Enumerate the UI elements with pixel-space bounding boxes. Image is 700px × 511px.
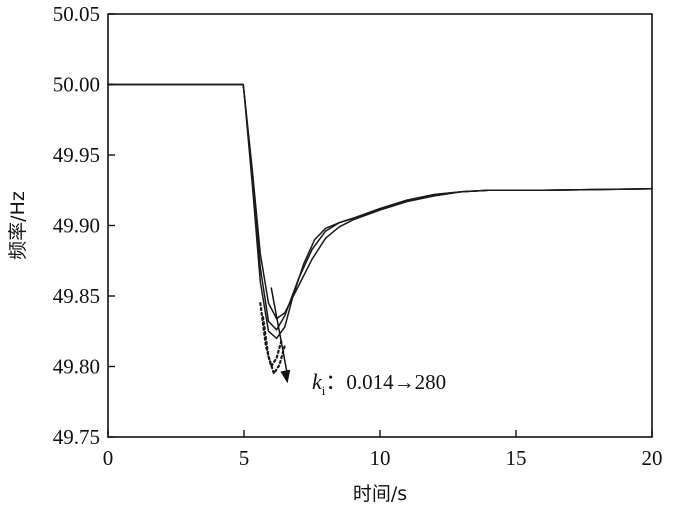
series-line-3 <box>107 83 653 340</box>
x-tick-label: 0 <box>103 446 114 470</box>
y-tick-label: 50.00 <box>53 73 100 97</box>
y-tick-label: 49.95 <box>53 143 100 167</box>
x-tick-label: 15 <box>506 446 527 470</box>
series-layer <box>107 83 653 375</box>
y-axis-label: 频率/Hz <box>7 191 29 260</box>
series-line-5 <box>261 316 286 375</box>
x-tick-label: 10 <box>370 446 391 470</box>
series-line-1 <box>107 83 653 320</box>
y-tick-label: 50.05 <box>53 2 100 26</box>
annotation-arrow-head <box>280 369 291 384</box>
annotation-text: ki：0.014→280 <box>312 369 446 398</box>
annotation-symbol: k <box>312 369 323 394</box>
annotation-layer: ki：0.014→280 <box>270 287 446 398</box>
annotation-range: ：0.014→280 <box>325 370 446 394</box>
annotation-subscript: i <box>322 383 326 398</box>
x-tick-label: 5 <box>239 446 250 470</box>
x-axis-label: 时间/s <box>353 483 407 505</box>
ticks-layer: 0 5 10 15 20 49.75 49.80 49.85 49.90 49.95 50.00 50… <box>53 2 663 470</box>
x-tick-label: 20 <box>642 446 663 470</box>
y-tick-label: 49.75 <box>53 425 100 449</box>
y-tick-label: 49.80 <box>53 355 100 379</box>
y-tick-label: 49.85 <box>53 284 100 308</box>
series-line-2 <box>107 83 653 331</box>
y-tick-label: 49.90 <box>53 214 100 238</box>
annotation-arrow-shaft <box>270 287 289 376</box>
